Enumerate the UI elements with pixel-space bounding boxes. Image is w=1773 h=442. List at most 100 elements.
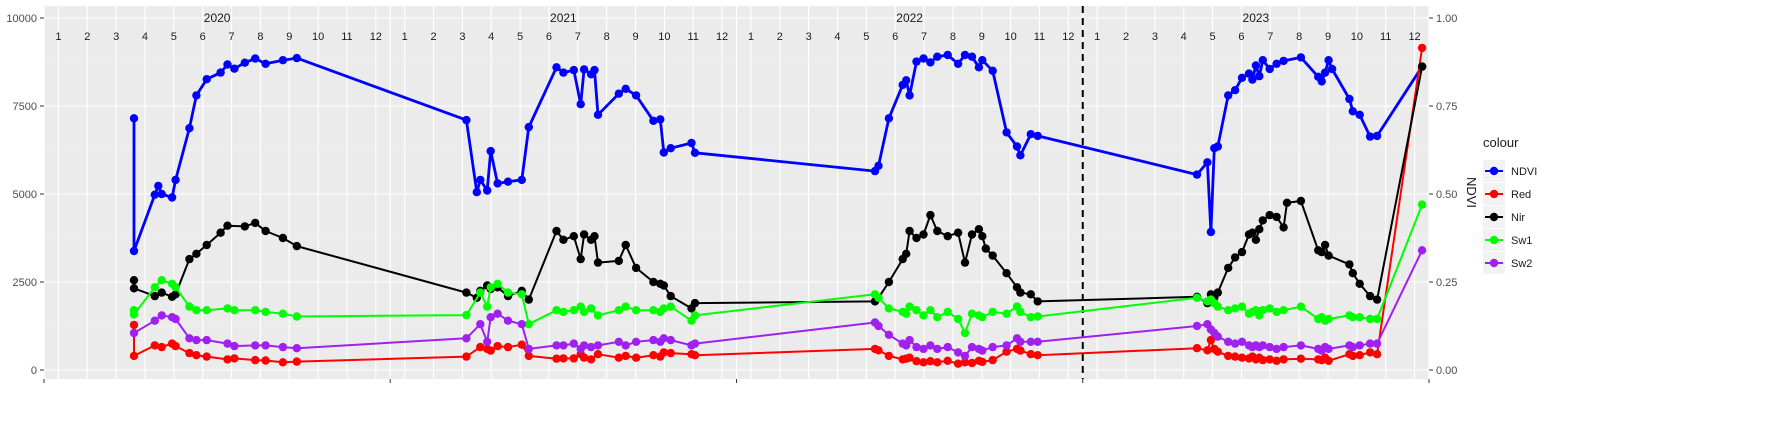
data-point-red: [659, 348, 668, 357]
data-point-ndvi: [902, 76, 911, 85]
left-axis-tick-label: 2500: [13, 277, 37, 289]
bottom-x-axis: [43, 379, 1430, 383]
data-point-nir: [292, 241, 301, 251]
data-point-sw2: [978, 346, 987, 355]
data-point-sw1: [659, 304, 668, 313]
data-point-red: [1355, 351, 1364, 360]
month-label: 9: [632, 31, 638, 43]
data-point-ndvi: [656, 115, 665, 124]
data-point-sw2: [486, 313, 495, 322]
data-point-nir: [278, 233, 288, 243]
data-point-sw2: [579, 341, 589, 350]
data-point-sw1: [690, 311, 700, 320]
data-point-ndvi: [690, 148, 700, 157]
data-point-sw1: [902, 309, 911, 318]
data-point-ndvi: [926, 58, 935, 67]
data-point-sw2: [1355, 341, 1364, 350]
data-point-red: [1237, 353, 1247, 362]
data-point-nir: [1033, 297, 1042, 306]
legend-key-point: [1489, 235, 1499, 245]
legend-title: colour: [1483, 135, 1519, 150]
data-point-sw1: [1258, 306, 1268, 315]
data-point-red: [1372, 350, 1382, 359]
data-point-ndvi: [960, 50, 970, 60]
month-label: 3: [113, 31, 119, 43]
data-point-ndvi: [1203, 158, 1212, 167]
data-point-red: [1324, 356, 1333, 365]
data-point-ndvi: [912, 57, 921, 66]
data-point-ndvi: [476, 175, 485, 185]
data-point-sw2: [251, 341, 260, 350]
data-point-nir: [1255, 225, 1264, 234]
data-point-sw1: [559, 307, 568, 317]
data-point-sw2: [517, 320, 526, 329]
data-point-ndvi: [1033, 131, 1042, 141]
data-point-sw2: [919, 344, 928, 354]
data-point-sw1: [586, 304, 596, 313]
left-axis-tick-label: 10000: [6, 13, 37, 25]
data-point-nir: [666, 291, 675, 301]
data-point-sw1: [579, 307, 589, 317]
data-point-nir: [1002, 269, 1011, 278]
data-point-nir: [1317, 247, 1326, 257]
data-point-sw1: [1417, 200, 1427, 209]
data-point-nir: [1016, 288, 1025, 297]
data-point-nir: [223, 221, 232, 230]
data-point-sw2: [933, 344, 942, 354]
data-point-ndvi: [631, 91, 641, 100]
month-label: 12: [716, 31, 728, 43]
data-point-nir: [1224, 263, 1233, 273]
data-point-ndvi: [150, 190, 159, 199]
data-point-sw2: [1033, 337, 1042, 346]
data-point-ndvi: [1012, 142, 1022, 151]
month-label: 2: [777, 31, 783, 43]
data-point-ndvi: [649, 116, 658, 126]
data-point-red: [1365, 348, 1375, 357]
data-point-nir: [943, 232, 952, 241]
data-point-ndvi: [1255, 71, 1264, 81]
data-point-nir: [905, 226, 914, 236]
data-point-ndvi: [1224, 91, 1233, 100]
month-label: 11: [1034, 31, 1045, 43]
data-point-ndvi: [579, 65, 589, 74]
data-point-sw2: [960, 351, 970, 361]
data-point-ndvi: [129, 114, 139, 123]
data-point-ndvi: [666, 144, 675, 153]
data-point-red: [874, 346, 883, 355]
data-point-ndvi: [874, 161, 883, 170]
data-point-sw2: [649, 335, 658, 345]
data-point-ndvi: [462, 115, 471, 125]
data-point-ndvi: [1324, 56, 1333, 65]
data-point-sw2: [905, 335, 914, 345]
month-label: 5: [863, 31, 869, 43]
data-point-nir: [1265, 210, 1274, 220]
data-point-nir: [202, 240, 211, 250]
data-point-red: [524, 351, 533, 361]
data-point-red: [988, 355, 997, 365]
month-label: 7: [1267, 31, 1273, 43]
data-point-sw1: [476, 288, 485, 297]
month-label: 6: [200, 31, 206, 43]
data-point-sw2: [462, 334, 471, 343]
data-point-red: [1206, 335, 1216, 345]
data-point-nir: [579, 230, 589, 239]
legend-key-point: [1489, 258, 1499, 268]
data-point-sw1: [593, 311, 603, 320]
data-point-nir: [576, 254, 585, 264]
data-point-sw2: [967, 342, 977, 352]
data-point-red: [1230, 352, 1240, 361]
data-point-sw1: [1348, 313, 1358, 322]
data-point-ndvi: [1248, 75, 1257, 84]
month-label: 4: [488, 31, 494, 43]
data-point-sw2: [483, 337, 492, 346]
data-point-ndvi: [154, 181, 163, 191]
legend-label: Nir: [1511, 212, 1525, 224]
data-point-red: [1417, 43, 1427, 53]
data-point-nir: [912, 233, 921, 243]
data-point-sw1: [1296, 302, 1306, 311]
series-ndvi: [129, 50, 1427, 256]
data-point-sw2: [1237, 337, 1247, 346]
month-label: 1: [55, 31, 61, 43]
data-point-red: [223, 355, 232, 364]
data-point-sw2: [912, 342, 921, 352]
